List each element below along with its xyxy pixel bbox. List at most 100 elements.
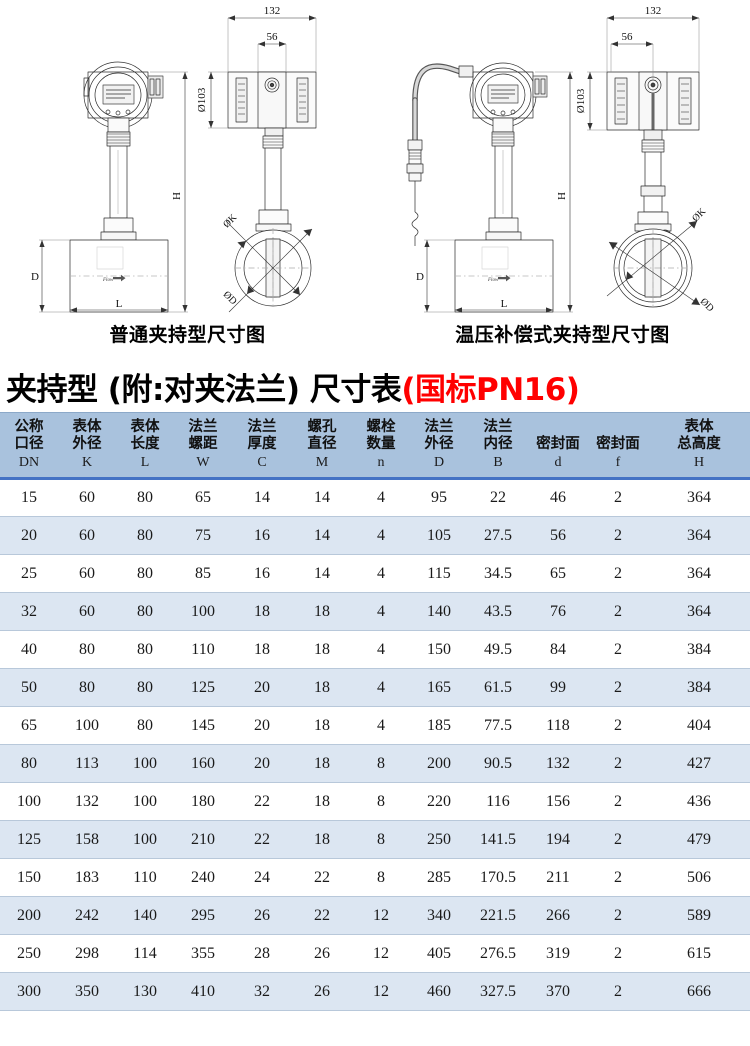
col-header-L: 表体 长度 L (116, 412, 174, 480)
cell-K: 132 (58, 782, 116, 821)
cell-C: 22 (232, 782, 292, 821)
cell-L: 80 (116, 516, 174, 555)
col-header-cn-top: 公称 (14, 419, 44, 435)
cell-D: 285 (410, 858, 468, 897)
table-row: 300 350 130 410 32 26 12 460 327.5 370 2 666 (0, 972, 750, 1011)
cell-K: 80 (58, 630, 116, 669)
cell-B: 49.5 (468, 630, 528, 669)
cell-d: 370 (528, 972, 588, 1011)
cell-n: 8 (352, 744, 410, 783)
table-row: 80 113 100 160 20 18 8 200 90.5 132 2 427 (0, 744, 750, 783)
cell-W: 160 (174, 744, 232, 783)
cell-DN: 80 (0, 744, 58, 783)
cell-L: 80 (116, 554, 174, 593)
cell-K: 60 (58, 516, 116, 555)
cell-W: 75 (174, 516, 232, 555)
cell-DN: 32 (0, 592, 58, 631)
cell-K: 60 (58, 554, 116, 593)
cell-D: 95 (410, 478, 468, 517)
cell-C: 20 (232, 744, 292, 783)
cell-L: 130 (116, 972, 174, 1011)
col-header-symbol: M (315, 455, 329, 470)
cell-D: 185 (410, 706, 468, 745)
cell-n: 4 (352, 668, 410, 707)
cell-C: 18 (232, 630, 292, 669)
table-title: 夹持型 (附:对夹法兰) 尺寸表 (国标PN16) (0, 360, 750, 412)
cell-B: 90.5 (468, 744, 528, 783)
cell-DN: 40 (0, 630, 58, 669)
drawing-temp-pressure-compensated-type: Flow H D (375, 0, 750, 318)
drawing-plain-clamp-type: Flow H D (0, 0, 375, 318)
col-header-f: 密封面 f (588, 412, 648, 480)
cell-M: 18 (292, 782, 352, 821)
cell-C: 24 (232, 858, 292, 897)
cell-C: 28 (232, 934, 292, 973)
svg-text:Flow: Flow (102, 278, 114, 283)
dim-d103-right: Ø103 (575, 88, 587, 113)
cell-f: 2 (588, 782, 648, 821)
cell-K: 80 (58, 668, 116, 707)
cell-DN: 25 (0, 554, 58, 593)
col-header-symbol: B (493, 455, 503, 470)
cell-L: 80 (116, 630, 174, 669)
col-header-W: 法兰 螺距 W (174, 412, 232, 480)
cell-B: 43.5 (468, 592, 528, 631)
temp-pressure-compensated-svg: Flow H D (406, 5, 716, 314)
dim-132-left: 132 (264, 5, 281, 17)
table-row: 32 60 80 100 18 18 4 140 43.5 76 2 364 (0, 592, 750, 631)
cell-d: 99 (528, 668, 588, 707)
table-row: 50 80 80 125 20 18 4 165 61.5 99 2 384 (0, 668, 750, 707)
dimension-spec-table: 公称 口径 DN 表体 外径 K 表体 长度 L 法兰 螺距 W 法兰 厚度 C 螺孔 直径 M 螺栓 数量 n 法兰 外径… (0, 412, 750, 1011)
cell-H: 384 (648, 668, 750, 707)
cell-L: 80 (116, 478, 174, 517)
table-row: 200 242 140 295 26 22 12 340 221.5 266 2 589 (0, 896, 750, 935)
col-header-D: 法兰 外径 D (410, 412, 468, 480)
cell-W: 410 (174, 972, 232, 1011)
cell-C: 16 (232, 516, 292, 555)
cell-M: 18 (292, 630, 352, 669)
cell-n: 8 (352, 858, 410, 897)
caption-temp-pressure-type: 温压补偿式夹持型尺寸图 (455, 324, 670, 346)
cell-f: 2 (588, 858, 648, 897)
cell-W: 355 (174, 934, 232, 973)
col-header-symbol: H (693, 455, 705, 470)
svg-text:H: H (171, 192, 183, 200)
cell-H: 404 (648, 706, 750, 745)
cell-L: 80 (116, 706, 174, 745)
cell-d: 65 (528, 554, 588, 593)
cell-H: 384 (648, 630, 750, 669)
cell-W: 180 (174, 782, 232, 821)
col-header-cn-top: 法兰 (483, 419, 513, 435)
drawing-captions: 普通夹持型尺寸图 温压补偿式夹持型尺寸图 (0, 318, 750, 360)
cell-B: 77.5 (468, 706, 528, 745)
cell-DN: 300 (0, 972, 58, 1011)
col-header-n: 螺栓 数量 n (352, 412, 410, 480)
cell-L: 80 (116, 592, 174, 631)
cell-DN: 50 (0, 668, 58, 707)
plain-clamp-type-svg: Flow H D (31, 5, 317, 313)
col-header-cn-bottom: 长度 (130, 436, 160, 452)
cell-K: 113 (58, 744, 116, 783)
cell-K: 60 (58, 478, 116, 517)
cell-C: 18 (232, 592, 292, 631)
cell-d: 132 (528, 744, 588, 783)
col-header-cn-bottom: 数量 (366, 436, 396, 452)
cell-M: 14 (292, 516, 352, 555)
cell-f: 2 (588, 896, 648, 935)
col-header-symbol: D (433, 455, 445, 470)
col-header-cn-top: 表体 (130, 419, 160, 435)
cell-f: 2 (588, 516, 648, 555)
table-title-main: 夹持型 (附:对夹法兰) 尺寸表 (6, 371, 402, 408)
cell-M: 14 (292, 554, 352, 593)
cell-f: 2 (588, 706, 648, 745)
table-row: 15 60 80 65 14 14 4 95 22 46 2 364 (0, 478, 750, 517)
svg-text:H: H (556, 192, 568, 200)
table-row: 25 60 80 85 16 14 4 115 34.5 65 2 364 (0, 554, 750, 593)
col-header-cn-bottom: 外径 (424, 436, 454, 452)
cell-n: 4 (352, 554, 410, 593)
col-header-symbol: DN (18, 455, 40, 470)
cell-n: 12 (352, 934, 410, 973)
cell-d: 194 (528, 820, 588, 859)
cell-W: 85 (174, 554, 232, 593)
cell-L: 100 (116, 744, 174, 783)
